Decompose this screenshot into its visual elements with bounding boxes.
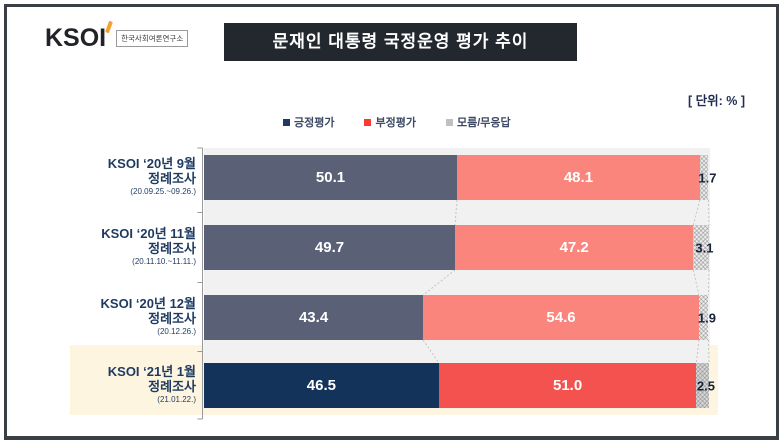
row-label: KSOI ‘20년 12월 정례조사 (20.12.26.) bbox=[60, 296, 196, 337]
bar-negative: 47.2 bbox=[454, 225, 694, 270]
bar-positive: 43.4 bbox=[204, 295, 424, 340]
row-label-survey: KSOI ‘21년 1월 bbox=[107, 364, 196, 379]
legend-item-1: 부정평가 bbox=[364, 114, 416, 130]
row-label: KSOI ‘21년 1월 정례조사 (21.01.22.) bbox=[60, 364, 196, 405]
row-label: KSOI ‘20년 9월 정례조사 (20.09.25.~09.26.) bbox=[60, 156, 196, 197]
bar-unknown: 2.5 bbox=[696, 363, 715, 408]
logo-accent-icon bbox=[105, 20, 114, 34]
legend-item-label: 긍정평가 bbox=[294, 117, 335, 129]
legend-swatch-icon bbox=[364, 118, 372, 126]
logo-subtitle: 한국사회여론연구소 bbox=[116, 30, 189, 47]
ksoi-logo: KSOI 한국사회여론연구소 bbox=[45, 20, 189, 52]
row-label-period: (20.12.26.) bbox=[157, 327, 196, 336]
legend: 긍정평가 부정평가 모름/무응답 bbox=[283, 114, 511, 130]
bar-unknown-value: 1.7 bbox=[698, 170, 717, 185]
bar-unknown-value: 3.1 bbox=[695, 240, 714, 255]
bar-unknown: 1.9 bbox=[698, 295, 716, 340]
bar-negative: 51.0 bbox=[438, 363, 697, 408]
row-label-survey: KSOI ‘20년 12월 bbox=[100, 296, 196, 311]
bar-unknown-value: 1.9 bbox=[697, 310, 716, 325]
unit-label: [ 단위: % ] bbox=[687, 94, 745, 108]
row-label-round: 정례조사 bbox=[148, 311, 196, 326]
bar-unknown: 3.1 bbox=[693, 225, 713, 270]
bar-negative-value: 48.1 bbox=[563, 169, 594, 186]
bar-negative: 48.1 bbox=[457, 155, 700, 200]
row-label-survey: KSOI ‘20년 11월 bbox=[101, 226, 196, 241]
row-label-period: (20.11.10.~11.11.) bbox=[132, 257, 196, 266]
legend-item-label: 모름/무응답 bbox=[456, 117, 511, 129]
bar-positive: 46.5 bbox=[204, 363, 439, 408]
bar-positive-value: 43.4 bbox=[298, 309, 329, 326]
row-label-survey: KSOI ‘20년 9월 bbox=[107, 156, 196, 171]
bar-positive-value: 50.1 bbox=[315, 169, 346, 186]
bar-negative: 54.6 bbox=[423, 295, 699, 340]
row-label-round: 정례조사 bbox=[148, 171, 196, 186]
legend-item-label: 부정평가 bbox=[375, 117, 416, 129]
logo-word-text: KSOI bbox=[45, 24, 107, 52]
legend-swatch-icon bbox=[283, 118, 290, 126]
bar-negative-value: 51.0 bbox=[552, 377, 583, 394]
row-label: KSOI ‘20년 11월 정례조사 (20.11.10.~11.11.) bbox=[60, 226, 196, 267]
row-label-round: 정례조사 bbox=[148, 241, 196, 256]
bar-positive: 49.7 bbox=[204, 225, 455, 270]
bar-positive-value: 46.5 bbox=[306, 377, 336, 394]
bar-positive-value: 49.7 bbox=[314, 239, 345, 256]
row-label-round: 정례조사 bbox=[148, 379, 196, 394]
bar-negative-value: 54.6 bbox=[546, 309, 576, 326]
legend-item-2: 모름/무응답 bbox=[445, 114, 511, 130]
row-label-period: (20.09.25.~09.26.) bbox=[130, 187, 196, 196]
row-label-period: (21.01.22.) bbox=[157, 395, 196, 404]
legend-item-0: 긍정평가 bbox=[283, 114, 334, 130]
page-title: 문재인 대통령 국정운영 평가 추이 bbox=[224, 23, 577, 61]
bar-unknown: 1.7 bbox=[698, 155, 716, 200]
bar-negative-value: 47.2 bbox=[559, 239, 589, 256]
bar-positive: 50.1 bbox=[204, 155, 457, 200]
logo-text: KSOI bbox=[45, 20, 114, 52]
bar-unknown-value: 2.5 bbox=[696, 378, 715, 393]
legend-swatch-icon bbox=[445, 118, 453, 126]
